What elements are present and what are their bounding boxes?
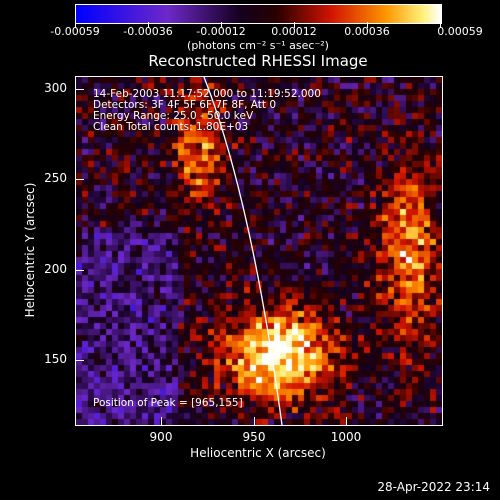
info-detectors: Detectors: 3F 4F 5F 6F 7F 8F, Att 0 — [93, 99, 277, 111]
heatmap-image — [76, 77, 442, 425]
colorbar-ticks — [75, 22, 442, 28]
info-time-range: 14-Feb-2003 11:17:52.000 to 11:19:52.000 — [93, 88, 321, 100]
colorbar-tick-label: -0.00059 — [50, 25, 100, 38]
y-tick-label: 300 — [44, 81, 67, 95]
limb-overlay — [203, 77, 283, 425]
y-tick-label: 250 — [44, 171, 67, 185]
peak-position-label: Position of Peak = [965,155] — [93, 397, 243, 409]
colorbar — [75, 4, 442, 24]
plot-area: 14-Feb-2003 11:17:52.000 to 11:19:52.000… — [75, 76, 443, 426]
colorbar-unit-label: (photons cm⁻² s⁻¹ asec⁻²) — [187, 39, 329, 52]
x-tick-label: 900 — [149, 430, 173, 444]
x-axis-label: Heliocentric X (arcsec) — [190, 446, 326, 460]
x-tick-label: 1000 — [330, 430, 362, 444]
colorbar-tick-label: 0.00036 — [344, 25, 390, 38]
y-tick-label: 200 — [44, 262, 67, 276]
y-axis-label: Heliocentric Y (arcsec) — [23, 182, 37, 318]
x-tick-label: 950 — [242, 430, 266, 444]
plot-title: Reconstructed RHESSI Image — [148, 52, 368, 70]
colorbar-tick-label: 0.00059 — [437, 25, 483, 38]
info-clean-counts: Clean Total counts: 1.80E+03 — [93, 121, 249, 133]
colorbar-tick-label: -0.00036 — [123, 25, 173, 38]
solar-limb-curve — [203, 77, 283, 425]
render-timestamp: 28-Apr-2022 23:14 — [377, 480, 490, 494]
colorbar-tick-label: -0.00012 — [196, 25, 246, 38]
colorbar-tick-label: 0.00012 — [271, 25, 317, 38]
info-energy-range: Energy Range: 25.0 - 50.0 keV — [93, 110, 254, 122]
y-tick-label: 150 — [44, 352, 67, 366]
